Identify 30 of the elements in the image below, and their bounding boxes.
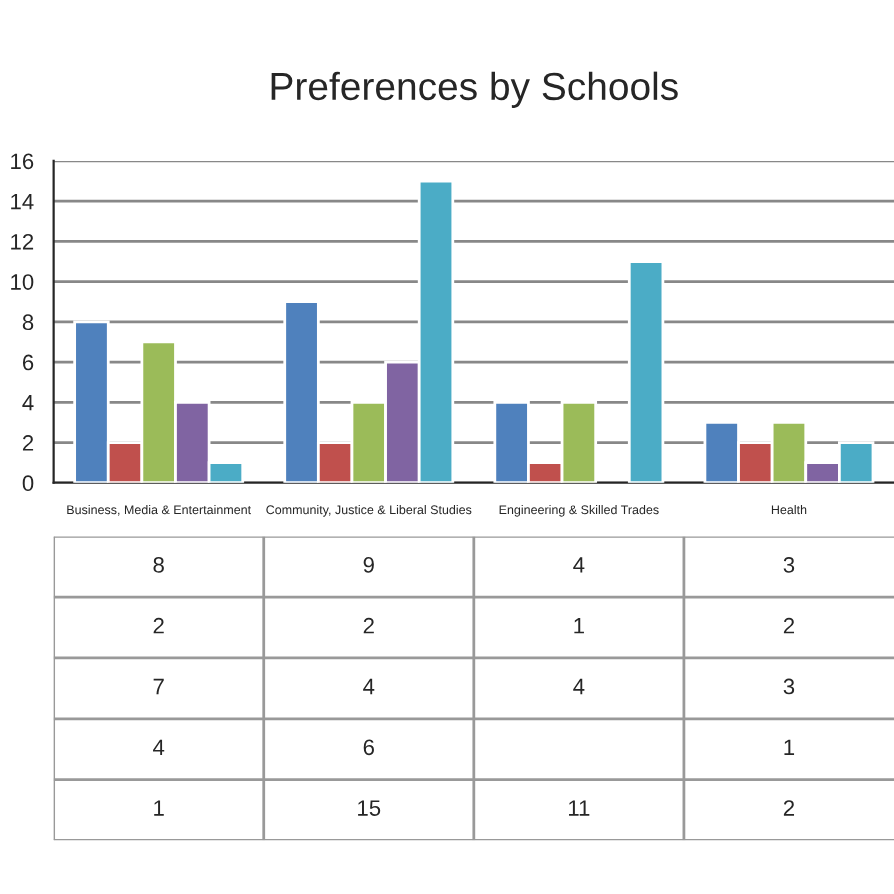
data-label: 2 — [363, 617, 374, 634]
bar — [627, 260, 665, 483]
data-label: 3 — [783, 557, 795, 573]
y-tick-label: 2 — [22, 435, 34, 451]
data-label: 4 — [363, 678, 375, 695]
data-label: 1 — [574, 618, 584, 634]
data-label: 15 — [358, 800, 381, 816]
data-label: 2 — [783, 617, 795, 634]
y-tick-label: 6 — [22, 354, 34, 371]
data-label: 4 — [573, 678, 585, 695]
data-label: 6 — [363, 739, 374, 756]
data-label: 11 — [569, 800, 590, 816]
data-label: 3 — [783, 678, 795, 695]
y-tick-label: 16 — [11, 153, 34, 170]
data-label: 1 — [784, 739, 795, 755]
data-label: 8 — [153, 557, 164, 573]
data-label: 1 — [154, 800, 164, 816]
chart-title: Preferences by Schools — [271, 71, 678, 108]
data-label: 4 — [153, 739, 165, 755]
y-tick-label: 0 — [22, 475, 34, 492]
data-label: 2 — [783, 800, 795, 816]
data-label: 7 — [153, 678, 164, 695]
y-tick-label: 4 — [22, 395, 34, 411]
y-tick-label: 8 — [22, 314, 34, 331]
data-label: 4 — [573, 557, 585, 573]
y-tick-label: 12 — [11, 233, 34, 250]
data-label: 9 — [363, 557, 374, 573]
y-tick-label: 14 — [11, 193, 34, 210]
data-label: 2 — [153, 617, 164, 634]
y-tick-label: 10 — [11, 274, 34, 290]
